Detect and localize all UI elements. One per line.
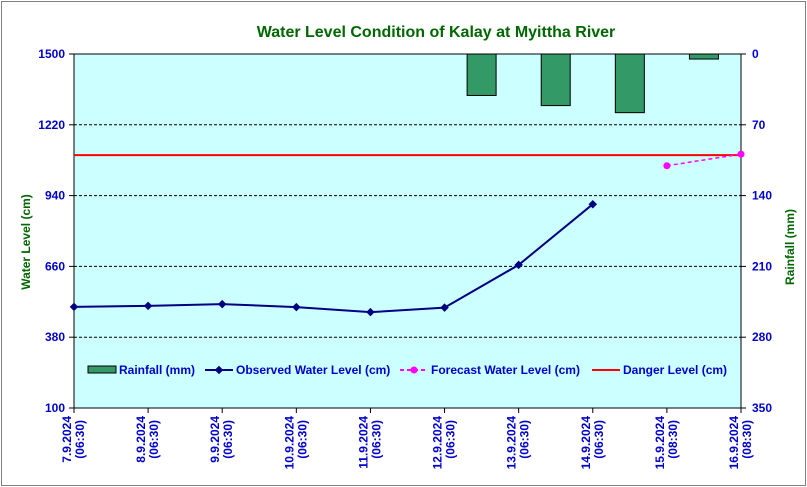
right-tick-label: 280 [752, 330, 772, 344]
left-axis-ticks: 100 380 660 940 1220 1500 [38, 47, 74, 415]
left-axis-label: Water Level (cm) [19, 194, 33, 290]
left-tick-label: 380 [45, 330, 65, 344]
legend: Rainfall (mm) Observed Water Level (cm) Fo… [87, 363, 727, 377]
legend-item: Danger Level (cm) [592, 363, 727, 377]
rainfall-bar [688, 53, 719, 60]
forecast-point [663, 162, 671, 170]
x-axis-ticks: 7.9.2024 (06:30) 8.9.2024 (06:30) 9.9.2024 (0… [60, 408, 754, 469]
x-tick-time: (06:30) [295, 420, 309, 459]
observed-point [292, 302, 301, 312]
x-tick-time: (06:30) [444, 420, 458, 459]
observed-water-level-series [69, 199, 598, 317]
legend-label: Rainfall (mm) [119, 363, 195, 377]
x-tick-label: 13.9.2024 (06:30) [505, 416, 532, 470]
x-tick-time: (08:30) [666, 420, 680, 459]
x-tick-date: 15.9.2024 [653, 416, 667, 470]
rainfall-bars [466, 53, 719, 114]
legend-item: Rainfall (mm) [87, 363, 195, 377]
x-tick-label: 11.9.2024 (06:30) [356, 416, 383, 469]
left-tick-label: 940 [45, 189, 65, 203]
x-tick-label: 15.9.2024 (08:30) [653, 416, 680, 470]
x-tick-date: 10.9.2024 [282, 416, 296, 470]
forecast-water-level-series [663, 150, 745, 170]
rainfall-bar [540, 53, 571, 107]
forecast-line [666, 153, 742, 167]
chart-title: Water Level Condition of Kalay at Myitth… [257, 24, 616, 41]
right-tick-label: 0 [752, 47, 759, 61]
x-tick-time: (06:30) [369, 420, 383, 459]
x-tick-date: 12.9.2024 [431, 416, 445, 470]
x-tick-date: 7.9.2024 [60, 416, 74, 463]
legend-swatch [87, 365, 117, 374]
legend-label: Danger Level (cm) [623, 363, 727, 377]
observed-point [143, 301, 153, 311]
rainfall-bar [466, 53, 497, 96]
x-tick-date: 11.9.2024 [356, 416, 370, 469]
legend-label: Forecast Water Level (cm) [431, 363, 580, 377]
x-tick-label: 10.9.2024 (06:30) [282, 416, 309, 470]
legend-label: Observed Water Level (cm) [236, 363, 390, 377]
legend-item: Forecast Water Level (cm) [400, 363, 580, 377]
x-tick-date: 13.9.2024 [505, 416, 519, 470]
x-tick-date: 9.9.2024 [208, 416, 222, 463]
x-tick-label: 8.9.2024 (06:30) [134, 416, 161, 463]
observed-line [73, 203, 594, 314]
forecast-point [737, 150, 745, 158]
right-tick-label: 350 [752, 401, 772, 415]
left-tick-label: 660 [45, 259, 65, 273]
legend-marker [410, 366, 418, 374]
x-tick-date: 16.9.2024 [727, 416, 741, 470]
observed-point [366, 307, 375, 317]
rainfall-bar [614, 53, 645, 114]
right-tick-label: 70 [752, 118, 766, 132]
x-tick-label: 14.9.2024 (06:30) [579, 416, 606, 470]
right-tick-label: 140 [752, 189, 772, 203]
right-axis-ticks: 0 70 140 210 280 350 [741, 47, 772, 415]
x-tick-time: (06:30) [147, 420, 161, 459]
x-tick-time: (08:30) [740, 420, 754, 459]
observed-point [69, 302, 79, 312]
x-tick-date: 8.9.2024 [134, 416, 148, 463]
x-tick-label: 16.9.2024 (08:30) [727, 416, 754, 470]
x-tick-label: 9.9.2024 (06:30) [208, 416, 235, 463]
x-tick-time: (06:30) [592, 420, 606, 459]
right-axis-label: Rainfall (mm) [783, 209, 797, 285]
legend-item: Observed Water Level (cm) [205, 363, 390, 377]
x-tick-date: 14.9.2024 [579, 416, 593, 470]
x-tick-time: (06:30) [73, 420, 87, 459]
observed-point [440, 303, 449, 312]
left-tick-label: 100 [45, 401, 65, 415]
x-tick-label: 7.9.2024 (06:30) [60, 416, 87, 463]
observed-point [217, 299, 227, 309]
left-tick-label: 1220 [38, 118, 65, 132]
x-tick-time: (06:30) [221, 420, 235, 459]
x-tick-label: 12.9.2024 (06:30) [431, 416, 458, 470]
legend-marker [214, 365, 224, 375]
observed-point [514, 260, 523, 270]
x-tick-time: (06:30) [518, 420, 532, 459]
left-tick-label: 1500 [38, 47, 65, 61]
right-tick-label: 210 [752, 259, 772, 273]
gridlines [74, 124, 741, 338]
